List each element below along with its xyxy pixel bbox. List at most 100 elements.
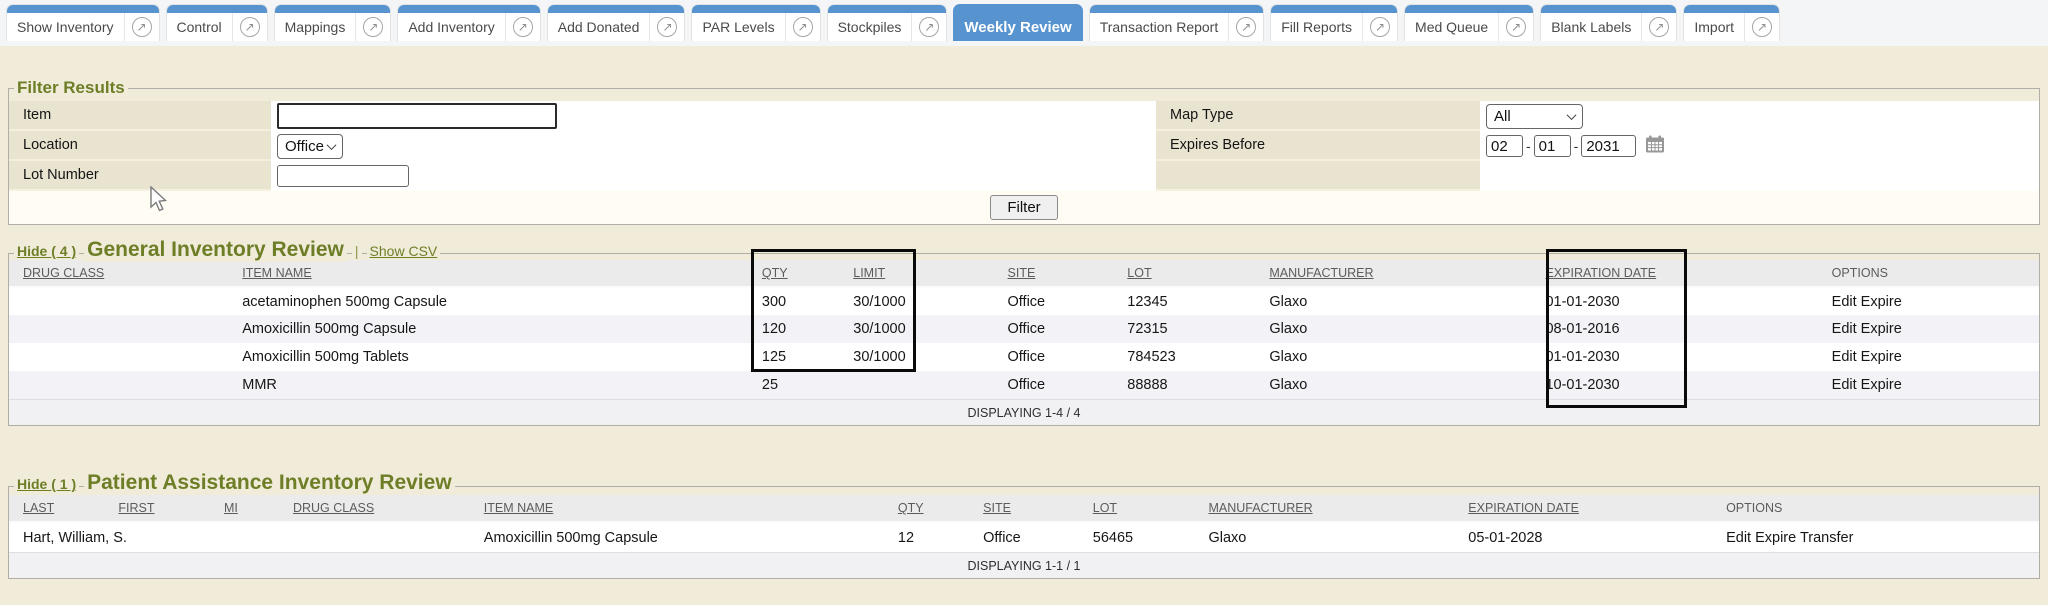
col-expiration-date[interactable]: EXPIRATION DATE [1545,266,1657,280]
expires-before-label: Expires Before [1156,131,1480,161]
col-mi[interactable]: MI [223,501,238,515]
col-qty[interactable]: QTY [761,266,788,280]
tab-label: Med Queue [1415,19,1489,35]
tab-add-inventory[interactable]: Add Inventory ↗ [397,4,541,41]
tab-label: Mappings [284,19,346,35]
external-link-icon[interactable]: ↗ [231,13,267,41]
col-site[interactable]: SITE [1007,266,1036,280]
calendar-icon[interactable] [1645,135,1665,158]
external-link-icon[interactable]: ↗ [123,13,159,41]
cell-qty: 120 [761,321,787,337]
external-link-icon[interactable]: ↗ [355,13,390,41]
cell-qty: 300 [761,293,787,310]
tab-weekly-review[interactable]: Weekly Review [953,4,1083,41]
chevron-down-icon [1566,109,1577,120]
cell-site: Office [983,529,1021,546]
row-options-links[interactable]: Edit Expire [1831,377,1902,393]
tab-label: Weekly Review [964,18,1072,36]
cell-item-name: Amoxicillin 500mg Tablets [242,349,409,365]
tab-control[interactable]: Control ↗ [165,4,268,41]
col-qty[interactable]: QTY [897,501,924,515]
col-drug-class[interactable]: DRUG CLASS [23,266,105,280]
lot-number-label: Lot Number [9,161,271,191]
tab-mappings[interactable]: Mappings ↗ [273,4,392,41]
cell-drug-class [9,371,228,399]
tab-label: Transaction Report [1099,19,1219,35]
col-limit[interactable]: LIMIT [853,266,886,280]
item-label: Item [9,101,271,131]
expires-month-input[interactable] [1486,135,1523,157]
item-input[interactable] [277,103,557,129]
tab-stockpiles[interactable]: Stockpiles ↗ [826,4,948,41]
col-manufacturer[interactable]: MANUFACTURER [1208,501,1313,515]
tab-label: Import [1694,19,1735,35]
external-link-icon[interactable]: ↗ [1228,13,1263,41]
tab-show-inventory[interactable]: Show Inventory ↗ [6,4,160,41]
lot-number-input[interactable] [277,165,409,187]
cell-expiration-date: 10-01-2030 [1545,377,1620,393]
cell-item-name: MMR [242,377,277,393]
col-last[interactable]: LAST [23,501,55,515]
row-options-links[interactable]: Edit Expire Transfer [1726,529,1854,546]
hide-general-link[interactable]: Hide ( 4 ) [14,243,80,259]
general-header-row: DRUG CLASS ITEM NAME QTY LIMIT SITE LOT … [9,260,2039,287]
cell-limit: 30/1000 [853,321,906,337]
external-link-icon[interactable]: ↗ [1641,13,1676,41]
external-link-icon[interactable]: ↗ [784,13,820,41]
col-lot[interactable]: LOT [1092,501,1118,515]
col-manufacturer[interactable]: MANUFACTURER [1269,266,1374,280]
tab-label: Blank Labels [1551,19,1632,35]
tab-med-queue[interactable]: Med Queue ↗ [1404,4,1535,41]
patient-assistance-section: Hide ( 1 ) Patient Assistance Inventory … [8,471,2040,579]
tab-fill-reports[interactable]: Fill Reports ↗ [1270,4,1399,41]
tab-add-donated[interactable]: Add Donated ↗ [546,4,686,41]
tab-label: Show Inventory [17,19,114,35]
col-lot[interactable]: LOT [1127,266,1152,280]
cell-item-name: acetaminophen 500mg Capsule [242,293,447,310]
external-link-icon[interactable]: ↗ [1498,13,1533,41]
col-site[interactable]: SITE [983,501,1011,515]
col-item-name[interactable]: ITEM NAME [483,501,554,515]
map-type-label: Map Type [1156,101,1480,131]
tab-import[interactable]: Import ↗ [1683,4,1781,41]
cell-manufacturer: Glaxo [1269,377,1308,393]
date-separator: - [1573,138,1579,154]
row-options-links[interactable]: Edit Expire [1831,321,1902,337]
cell-mi [210,522,279,552]
chevron-down-icon [326,139,337,150]
row-options-links[interactable]: Edit Expire [1831,349,1902,365]
cell-manufacturer: Glaxo [1269,349,1308,365]
external-link-icon[interactable]: ↗ [911,13,946,41]
hide-patient-link[interactable]: Hide ( 1 ) [14,476,80,492]
external-link-icon[interactable]: ↗ [1744,13,1779,41]
external-link-icon[interactable]: ↗ [1362,13,1397,41]
tab-par-levels[interactable]: PAR Levels ↗ [691,4,821,41]
col-options: OPTIONS [1831,266,1888,280]
col-first[interactable]: FIRST [118,501,155,515]
tab-transaction-report[interactable]: Transaction Report ↗ [1088,4,1265,41]
cell-limit: 30/1000 [853,349,906,365]
col-expiration-date[interactable]: EXPIRATION DATE [1468,501,1579,515]
col-item-name[interactable]: ITEM NAME [242,266,312,280]
filter-button[interactable]: Filter [990,195,1058,220]
cell-limit [839,371,993,399]
empty-label-cell [1156,161,1480,191]
map-type-select[interactable]: All [1486,103,1583,129]
general-displaying-count: DISPLAYING 1-4 / 4 [9,399,2039,425]
show-csv-link[interactable]: Show CSV [366,243,441,259]
tab-label: Stockpiles [837,19,902,35]
external-link-icon[interactable]: ↗ [649,13,684,41]
expires-year-input[interactable] [1581,135,1637,157]
row-options-links[interactable]: Edit Expire [1831,293,1902,310]
filter-results-section: Filter Results Item Map Type All Locatio… [8,78,2040,225]
expires-day-input[interactable] [1533,135,1571,157]
cell-manufacturer: Glaxo [1269,293,1308,310]
location-select[interactable]: Office [277,133,343,159]
external-link-icon[interactable]: ↗ [504,13,540,41]
cell-qty: 12 [897,529,915,546]
cell-site: Office [1007,377,1046,393]
col-drug-class[interactable]: DRUG CLASS [292,501,375,515]
cell-lot: 784523 [1127,349,1176,365]
tab-blank-labels[interactable]: Blank Labels ↗ [1540,4,1678,41]
